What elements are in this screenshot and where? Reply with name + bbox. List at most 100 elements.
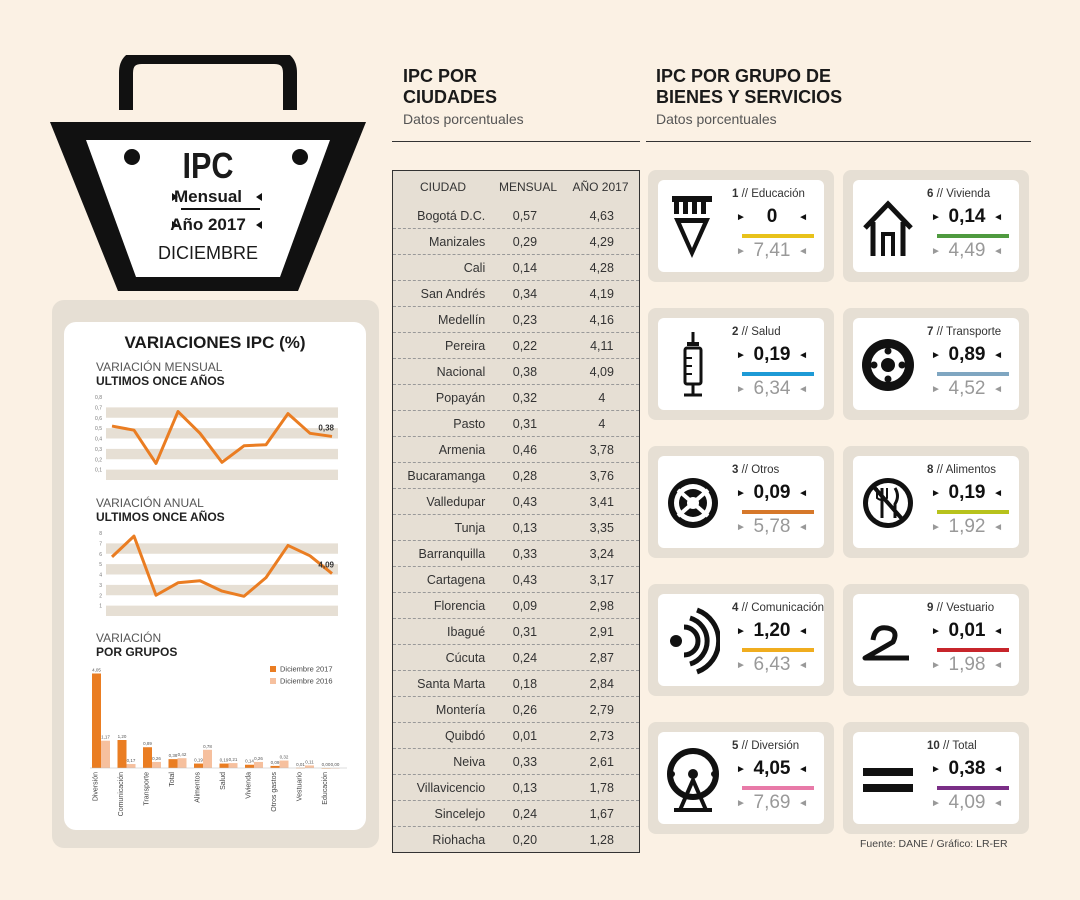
arrow-left-icon: ◄ <box>993 384 1003 395</box>
group-annual-box: ► 7,41 ◄ <box>732 240 812 262</box>
group-card-inner: 6 // Vivienda ► 0,14 ◄ ► 4,49 ◄ <box>853 180 1019 272</box>
group-annual-box: ► 1,98 ◄ <box>927 654 1007 676</box>
monthly-value: 0,34 <box>512 286 538 301</box>
group-number: 2 <box>732 326 739 338</box>
group-card-inner: 2 // Salud ► 0,19 ◄ ► 6,34 ◄ <box>658 318 824 410</box>
group-annual-box: ► 7,69 ◄ <box>732 792 812 814</box>
variations-card <box>64 322 366 830</box>
bar-value-label: 1,17 <box>101 735 110 740</box>
arrow-left-icon: ◄ <box>798 384 808 395</box>
bar-2017 <box>194 763 203 768</box>
table-row: Santa Marta 0,18 2,84 <box>393 671 639 697</box>
group-card-diversión: 5 // Diversión ► 4,05 ◄ ► 7,69 ◄ <box>648 722 834 834</box>
group-card-inner: 4 // Comunicación ► 1,20 ◄ ► 6,43 ◄ <box>658 594 824 686</box>
city-name: Quibdó <box>444 728 486 743</box>
header-monthly: MENSUAL <box>498 180 557 194</box>
groups-chart-svg: 4,05 1,17 Diversión 1,20 0,17 Comunicación 0,8… <box>90 665 347 816</box>
group-color-bar <box>742 510 814 514</box>
city-name: Popayán <box>435 390 486 405</box>
groups-subtitle: Datos porcentuales <box>656 111 777 127</box>
basket-illustration: IPC Mensual Año 2017 DICIEMBRE <box>48 55 368 295</box>
arrow-right-icon: ► <box>736 522 746 533</box>
city-name: Nacional <box>436 364 486 379</box>
group-name: Comunicación <box>751 602 825 614</box>
y-tick-label: 0,3 <box>95 447 102 453</box>
group-card-comunicación: 4 // Comunicación ► 1,20 ◄ ► 6,43 ◄ <box>648 584 834 696</box>
monthly-value: 0,43 <box>512 494 538 509</box>
year-value: 3,76 <box>589 468 614 483</box>
group-color-bar <box>937 234 1009 238</box>
group-card-salud: 2 // Salud ► 0,19 ◄ ► 6,34 ◄ <box>648 308 834 420</box>
monthly-value: 0,31 <box>512 624 538 639</box>
group-color-bar <box>742 648 814 652</box>
table-row: Popayán 0,32 4 <box>393 385 639 411</box>
year-value: 3,24 <box>589 546 614 561</box>
bar-2016 <box>101 740 110 768</box>
monthly-value: 0,13 <box>512 780 538 795</box>
y-tick-label: 6 <box>99 552 102 558</box>
group-monthly-value: 1,20 <box>753 620 791 641</box>
ferris-wheel-icon <box>667 748 719 812</box>
group-label: 10 // Total <box>927 740 977 752</box>
hanger-icon <box>862 625 909 661</box>
bar-2017 <box>168 759 178 768</box>
group-color-bar <box>937 372 1009 376</box>
annual-chart-svg: 8 7 6 5 4 3 2 1 4,09 <box>99 531 338 616</box>
category-label: Transporte <box>143 772 150 806</box>
category-label: Otros gastos <box>271 772 278 812</box>
group-monthly-box: ► 0,19 ◄ <box>732 344 812 366</box>
bar-2017 <box>143 747 152 768</box>
group-monthly-value: 4,05 <box>753 758 791 779</box>
table-row: Sincelejo 0,24 1,67 <box>393 801 639 827</box>
monthly-value: 0,33 <box>512 754 538 769</box>
arrow-left-icon: ◄ <box>798 764 808 775</box>
basket-icon <box>50 55 366 291</box>
monthly-value: 0,43 <box>512 572 538 587</box>
monthly-chart-title: ULTIMOS ONCE AÑOS <box>96 374 225 388</box>
cities-subtitle: Datos porcentuales <box>403 111 524 127</box>
grid-band <box>106 543 338 554</box>
bar-2016 <box>126 764 136 768</box>
arrow-left-icon: ◄ <box>798 798 808 809</box>
year-value: 1,78 <box>589 780 614 795</box>
divider <box>392 141 640 142</box>
group-annual-value: 4,49 <box>948 240 986 261</box>
arrow-left-icon: ◄ <box>798 522 808 533</box>
arrow-right-icon: ► <box>736 660 746 671</box>
bar-value-label: 0,21 <box>229 757 238 762</box>
bar-2017 <box>219 763 229 768</box>
monthly-value: 0,18 <box>512 676 538 691</box>
table-row: Armenia 0,46 3,78 <box>393 437 639 463</box>
arrow-left-icon <box>256 221 262 229</box>
basket-mensual: Mensual <box>173 187 243 206</box>
arrow-right-icon: ► <box>736 764 746 775</box>
group-monthly-box: ► 0 ◄ <box>732 206 812 228</box>
group-number: 7 <box>927 326 934 338</box>
bar-value-label: 0,78 <box>203 744 212 749</box>
group-number: 5 <box>732 740 739 752</box>
group-monthly-value: 0,38 <box>948 758 986 779</box>
year-value: 2,91 <box>589 624 614 639</box>
group-separator: // <box>738 188 752 200</box>
y-tick-label: 0,1 <box>95 468 102 474</box>
group-card-inner: 7 // Transporte ► 0,89 ◄ ► 4,52 ◄ <box>853 318 1019 410</box>
arrow-right-icon: ► <box>931 660 941 671</box>
group-name: Vivienda <box>946 188 991 200</box>
city-name: Montería <box>435 702 486 717</box>
monthly-line-chart: 0,8 0,7 0,6 0,5 0,4 0,3 0,2 0,1 0,38 <box>88 392 348 486</box>
group-monthly-box: ► 0,01 ◄ <box>927 620 1007 642</box>
city-name: Armenia <box>438 442 486 457</box>
year-value: 2,73 <box>589 728 614 743</box>
monthly-value: 0,31 <box>512 416 538 431</box>
group-separator: // <box>738 602 752 614</box>
table-row: Neiva 0,33 2,61 <box>393 749 639 775</box>
group-card-transporte: 7 // Transporte ► 0,89 ◄ ► 4,52 ◄ <box>843 308 1029 420</box>
arrow-left-icon: ◄ <box>798 212 808 223</box>
city-name: Florencia <box>433 598 486 613</box>
group-card-vivienda: 6 // Vivienda ► 0,14 ◄ ► 4,49 ◄ <box>843 170 1029 282</box>
grid-band <box>106 605 338 616</box>
bar-value-label: 0,00 <box>322 762 331 767</box>
equals-icon <box>863 768 913 792</box>
groups-chart-subtitle: VARIACIÓN <box>96 631 162 645</box>
bar-value-label: 0,38 <box>169 753 178 758</box>
